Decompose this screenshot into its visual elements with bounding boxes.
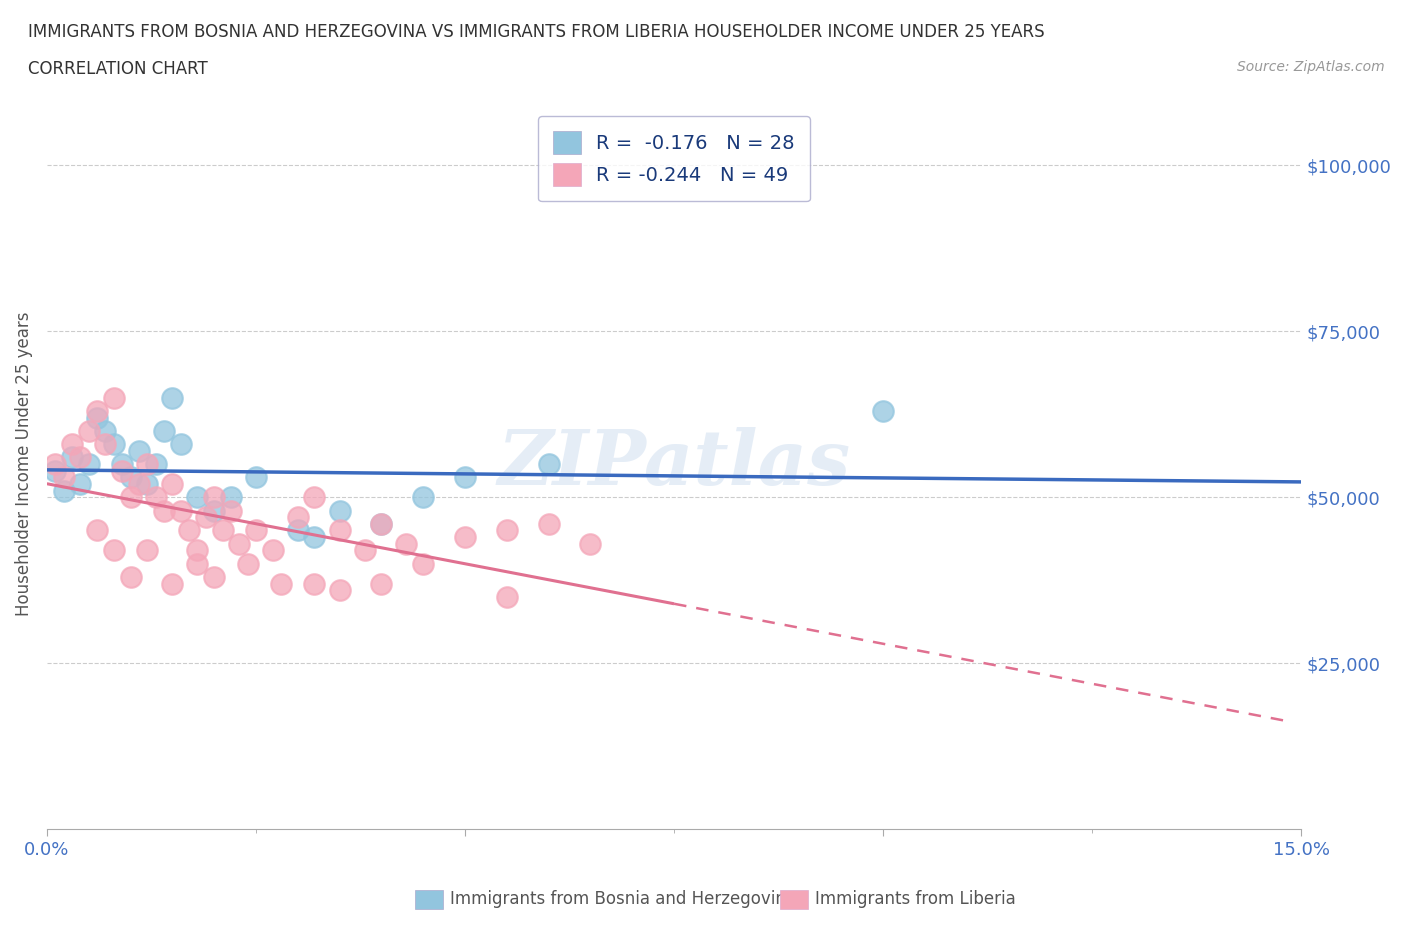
Point	[287, 510, 309, 525]
Point	[202, 569, 225, 584]
Point	[202, 503, 225, 518]
Point	[77, 423, 100, 438]
Text: IMMIGRANTS FROM BOSNIA AND HERZEGOVINA VS IMMIGRANTS FROM LIBERIA HOUSEHOLDER IN: IMMIGRANTS FROM BOSNIA AND HERZEGOVINA V…	[28, 23, 1045, 41]
Point	[329, 523, 352, 538]
Point	[370, 516, 392, 531]
Point	[287, 523, 309, 538]
Point	[245, 470, 267, 485]
Point	[44, 457, 66, 472]
Point	[60, 437, 83, 452]
Point	[329, 583, 352, 598]
Point	[162, 391, 184, 405]
Point	[353, 543, 375, 558]
Point	[579, 537, 602, 551]
Point	[69, 450, 91, 465]
Point	[537, 516, 560, 531]
Point	[145, 457, 167, 472]
Point	[86, 523, 108, 538]
Point	[153, 423, 176, 438]
Point	[136, 457, 159, 472]
Point	[136, 476, 159, 491]
Legend: R =  -0.176   N = 28, R = -0.244   N = 49: R = -0.176 N = 28, R = -0.244 N = 49	[538, 115, 810, 202]
Point	[162, 476, 184, 491]
Point	[94, 423, 117, 438]
Point	[304, 577, 326, 591]
Point	[236, 556, 259, 571]
Point	[60, 450, 83, 465]
Point	[177, 523, 200, 538]
Point	[69, 476, 91, 491]
Point	[136, 543, 159, 558]
Point	[454, 530, 477, 545]
Point	[170, 437, 193, 452]
Point	[537, 457, 560, 472]
Point	[872, 404, 894, 418]
Point	[162, 577, 184, 591]
Point	[44, 463, 66, 478]
Point	[370, 516, 392, 531]
Point	[52, 470, 75, 485]
Point	[495, 590, 517, 604]
Point	[128, 444, 150, 458]
Point	[329, 503, 352, 518]
Point	[412, 556, 434, 571]
Text: Source: ZipAtlas.com: Source: ZipAtlas.com	[1237, 60, 1385, 74]
Point	[111, 457, 134, 472]
Point	[94, 437, 117, 452]
Point	[454, 470, 477, 485]
Point	[202, 490, 225, 505]
Point	[211, 523, 233, 538]
Point	[103, 391, 125, 405]
Point	[219, 503, 242, 518]
Point	[370, 577, 392, 591]
Point	[111, 463, 134, 478]
Point	[145, 490, 167, 505]
Point	[194, 510, 217, 525]
Point	[186, 490, 208, 505]
Point	[304, 490, 326, 505]
Point	[186, 556, 208, 571]
Point	[219, 490, 242, 505]
Point	[395, 537, 418, 551]
Point	[228, 537, 250, 551]
Point	[495, 523, 517, 538]
Point	[120, 490, 142, 505]
Point	[103, 437, 125, 452]
Point	[120, 569, 142, 584]
Point	[262, 543, 284, 558]
Point	[103, 543, 125, 558]
Y-axis label: Householder Income Under 25 years: Householder Income Under 25 years	[15, 312, 32, 617]
Point	[77, 457, 100, 472]
Point	[304, 530, 326, 545]
Text: CORRELATION CHART: CORRELATION CHART	[28, 60, 208, 78]
Text: Immigrants from Bosnia and Herzegovina: Immigrants from Bosnia and Herzegovina	[450, 890, 796, 909]
Text: ZIPatlas: ZIPatlas	[498, 427, 851, 501]
Text: Immigrants from Liberia: Immigrants from Liberia	[815, 890, 1017, 909]
Point	[52, 484, 75, 498]
Point	[86, 404, 108, 418]
Point	[120, 470, 142, 485]
Point	[186, 543, 208, 558]
Point	[170, 503, 193, 518]
Point	[270, 577, 292, 591]
Point	[153, 503, 176, 518]
Point	[245, 523, 267, 538]
Point	[412, 490, 434, 505]
Point	[86, 410, 108, 425]
Point	[128, 476, 150, 491]
